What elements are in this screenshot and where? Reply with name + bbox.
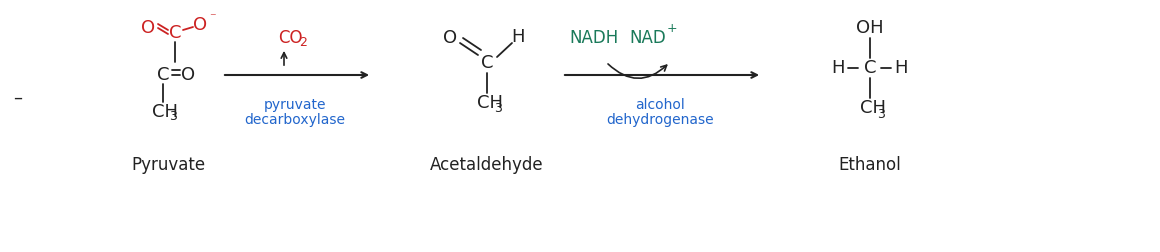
Text: 3: 3: [494, 103, 502, 115]
Text: Ethanol: Ethanol: [839, 156, 901, 174]
Text: O: O: [193, 16, 208, 34]
Text: +: +: [667, 21, 677, 35]
Text: CH: CH: [152, 103, 177, 121]
Text: O: O: [181, 66, 195, 84]
Text: 2: 2: [299, 37, 307, 49]
Text: Acetaldehyde: Acetaldehyde: [430, 156, 544, 174]
Text: H: H: [512, 28, 524, 46]
Text: C: C: [157, 66, 169, 84]
Text: OH: OH: [856, 19, 884, 37]
Text: NADH: NADH: [570, 29, 618, 47]
Text: CH: CH: [860, 99, 886, 117]
Text: C: C: [480, 54, 493, 72]
Text: CH: CH: [477, 94, 503, 112]
Text: H: H: [832, 59, 844, 77]
Text: C: C: [864, 59, 876, 77]
Text: 3: 3: [169, 110, 177, 123]
Text: decarboxylase: decarboxylase: [245, 113, 346, 127]
Text: dehydrogenase: dehydrogenase: [607, 113, 713, 127]
Text: CO: CO: [278, 29, 303, 47]
Text: pyruvate: pyruvate: [263, 98, 326, 112]
Text: Pyruvate: Pyruvate: [131, 156, 205, 174]
Text: H: H: [894, 59, 908, 77]
Text: O: O: [140, 19, 155, 37]
Text: alcohol: alcohol: [636, 98, 684, 112]
Text: 3: 3: [877, 108, 885, 120]
Text: O: O: [443, 29, 457, 47]
Text: NAD: NAD: [630, 29, 666, 47]
Text: C: C: [168, 24, 181, 42]
Text: ⁻: ⁻: [209, 12, 216, 24]
Text: –: –: [14, 89, 22, 107]
